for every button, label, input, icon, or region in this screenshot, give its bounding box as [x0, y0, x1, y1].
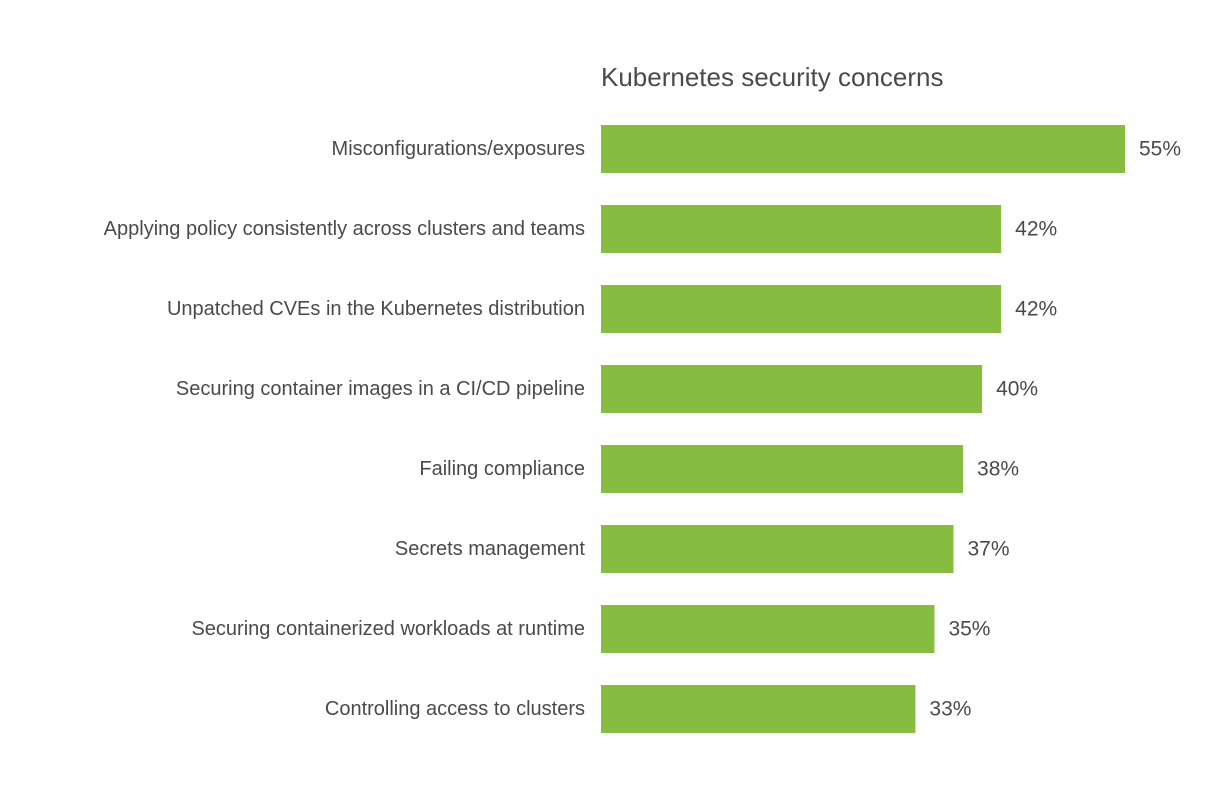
- bar: [601, 605, 935, 653]
- value-label: 55%: [1139, 138, 1181, 161]
- bars-group: [601, 125, 1125, 733]
- bar: [601, 365, 983, 413]
- value-label: 35%: [948, 618, 990, 641]
- category-label: Applying policy consistently across clus…: [104, 218, 585, 240]
- category-labels-group: Misconfigurations/exposures Applying poli…: [104, 138, 586, 720]
- chart-title: Kubernetes security concerns: [601, 62, 944, 92]
- category-label: Secrets management: [395, 538, 586, 560]
- value-label: 40%: [996, 378, 1038, 401]
- category-label: Securing containerized workloads at runt…: [191, 618, 585, 640]
- category-label: Unpatched CVEs in the Kubernetes distrib…: [167, 298, 585, 320]
- value-labels-group: 55% 42% 42% 40% 38% 37% 35% 33%: [929, 138, 1181, 721]
- bar: [601, 205, 1002, 253]
- value-label: 42%: [1015, 298, 1057, 321]
- bar: [601, 125, 1125, 173]
- bar: [601, 525, 954, 573]
- bar: [601, 285, 1002, 333]
- value-label: 37%: [968, 538, 1010, 561]
- bar: [601, 445, 964, 493]
- value-label: 42%: [1015, 218, 1057, 241]
- category-label: Securing container images in a CI/CD pip…: [176, 378, 585, 400]
- value-label: 33%: [929, 698, 971, 721]
- bar: [601, 685, 916, 733]
- category-label: Controlling access to clusters: [325, 698, 585, 720]
- category-label: Failing compliance: [419, 458, 585, 480]
- value-label: 38%: [977, 458, 1019, 481]
- category-label: Misconfigurations/exposures: [332, 138, 585, 160]
